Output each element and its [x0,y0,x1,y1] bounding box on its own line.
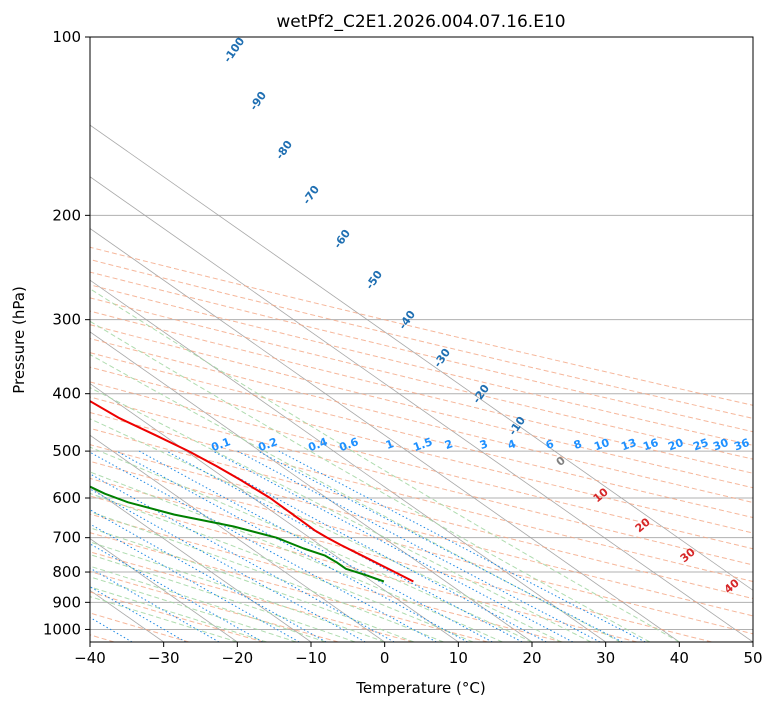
isotherm-line [90,434,385,642]
mixing-ratio-label: 25 [691,436,710,453]
dry-adiabat-line [90,591,264,642]
sounding-series [90,399,414,583]
isotherm-line [90,279,606,642]
y-tick-label: 800 [52,563,81,581]
mixing-ratio-line [237,450,601,642]
dry-adiabat-line [90,338,753,504]
mixing-ratio-line [90,509,327,642]
isotherm-line [90,227,680,642]
dry-adiabat-line [90,427,753,600]
y-tick-label: 700 [52,529,81,547]
mixing-ratio-label: 1 [384,437,396,452]
moist-adiabat-line [90,471,503,642]
x-tick-label: −30 [148,649,180,667]
dry-adiabat-line [90,444,753,617]
moist-adiabat-line [90,527,415,642]
dry-adiabat-line [90,411,753,583]
x-tick-label: 20 [522,649,541,667]
y-axis: 1000 900 800 700 600 500 400 300 200 100 [43,28,90,638]
mixing-ratio-label: 6 [544,437,556,452]
mixing-ratio-label: 2 [443,437,455,452]
x-tick-label: 0 [380,649,390,667]
x-tick-label: 30 [596,649,615,667]
mixing-ratio-label: 8 [572,437,584,452]
y-axis-label: Pressure (hPa) [10,286,28,394]
mixing-ratio-label: 0.2 [256,435,279,454]
mixing-ratio-line [138,450,493,642]
x-tick-label: 50 [743,649,762,667]
isotherm-line [90,538,238,642]
background-lines [90,37,753,642]
x-axis: −40 −30 −20 −10 0 10 20 30 40 50 [74,642,763,667]
mixing-ratio-line [166,450,523,642]
x-axis-label: Temperature (°C) [355,679,485,697]
dry-adiabat-line [90,366,753,534]
x-tick-label: −10 [295,649,327,667]
mixing-ratio-label: 16 [641,436,660,454]
mixing-ratio-label: 36 [732,436,751,454]
mixing-ratio-line [90,473,395,642]
mixing-ratio-label: 20 [666,436,685,454]
plot-frame [89,36,754,643]
x-tick-label: 40 [670,649,689,667]
mixing-ratio-label: 4 [506,437,518,452]
y-tick-label: 1000 [43,620,81,638]
mixing-ratio-label: 3 [478,437,490,452]
moist-adiabat-line [90,554,356,642]
moist-adiabat-line [90,446,533,642]
y-tick-label: 500 [52,442,81,460]
chart-title: wetPf2_C2E1.2026.004.07.16.E10 [276,12,565,32]
mixing-ratio-label: 30 [711,436,730,454]
dry-adiabat-line [90,532,488,642]
mixing-ratio-label: 1.5 [411,435,434,454]
dewpoint-trace [90,485,385,583]
moist-adiabat-line [90,511,444,642]
moist-adiabat-line [90,576,297,642]
y-tick-label: 400 [52,385,81,403]
mixing-ratio-line [90,451,437,642]
mixing-ratio-label: 0.4 [306,435,329,454]
y-tick-label: 300 [52,311,81,329]
moist-adiabat-line [90,288,680,642]
isotherm-line [90,124,753,591]
moist-adiabat-line [90,354,621,642]
moist-adiabat-line [90,418,562,642]
y-tick-label: 600 [52,489,81,507]
isotherm-line [90,176,753,642]
y-tick-label: 200 [52,206,81,224]
mixing-ratio-label: 13 [619,436,638,453]
mixing-ratio-line [257,450,623,642]
mixing-ratio-line [278,450,646,642]
mixing-ratio-label: 0.1 [209,435,232,454]
isotherm-line [90,486,312,642]
y-tick-label: 900 [52,593,81,611]
mixing-ratio-line [116,450,468,642]
x-tick-label: −40 [74,649,106,667]
dry-adiabat-line [90,477,712,642]
mixing-ratio-label: 0.6 [337,435,360,454]
mixing-ratio-label: 10 [592,436,611,454]
x-tick-label: 10 [449,649,468,667]
temperature-trace [90,399,414,583]
y-tick-label: 100 [52,28,81,46]
dry-adiabat-line [90,396,753,566]
isotherm-line [90,383,459,642]
x-tick-label: −20 [222,649,254,667]
mixing-ratio-line [90,488,366,642]
